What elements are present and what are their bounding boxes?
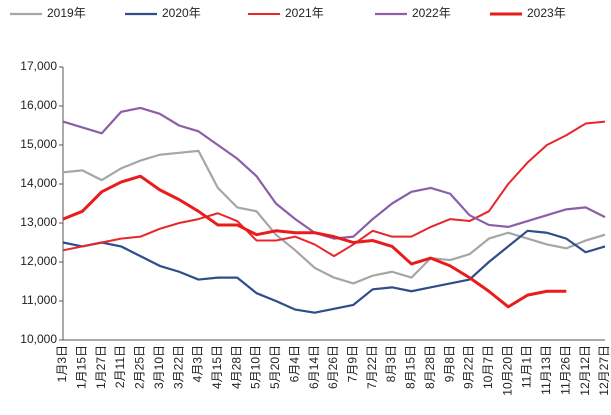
y-tick-label: 14,000 bbox=[20, 176, 57, 190]
y-tick-label: 12,000 bbox=[20, 254, 57, 268]
legend-label: 2022年 bbox=[412, 6, 451, 20]
x-tick-label: 7月22日 bbox=[365, 345, 379, 389]
x-tick-label: 3月10日 bbox=[152, 345, 166, 389]
legend-label: 2020年 bbox=[162, 6, 201, 20]
legend-label: 2021年 bbox=[285, 6, 324, 20]
series-line bbox=[62, 106, 606, 240]
series-line bbox=[62, 229, 606, 314]
legend-label: 2023年 bbox=[527, 6, 566, 20]
x-tick-label: 11月13日 bbox=[539, 345, 553, 395]
x-tick-label: 8月3日 bbox=[384, 345, 398, 382]
x-tick-label: 10月7日 bbox=[481, 345, 495, 389]
x-tick-label: 11月26日 bbox=[558, 345, 572, 395]
x-tick-label: 6月4日 bbox=[287, 345, 301, 382]
series-line bbox=[62, 149, 606, 285]
x-tick-label: 2月25日 bbox=[133, 345, 147, 389]
x-tick-label: 12月12日 bbox=[578, 345, 592, 396]
x-tick-label: 1月27日 bbox=[94, 345, 108, 389]
legend-label: 2019年 bbox=[47, 6, 86, 20]
x-tick-label: 12月27日 bbox=[597, 345, 611, 396]
x-tick-label: 4月15日 bbox=[210, 345, 224, 389]
series-line bbox=[62, 120, 606, 258]
y-tick-label: 16,000 bbox=[20, 98, 57, 112]
x-tick-label: 8月28日 bbox=[423, 345, 437, 389]
x-tick-label: 7月9日 bbox=[346, 345, 360, 382]
y-tick-label: 15,000 bbox=[20, 137, 57, 151]
x-tick-label: 8月15日 bbox=[404, 345, 418, 389]
y-tick-label: 17,000 bbox=[20, 59, 57, 73]
x-tick-label: 1月15日 bbox=[75, 345, 89, 389]
x-tick-label: 6月26日 bbox=[326, 345, 340, 389]
y-tick-label: 11,000 bbox=[21, 293, 57, 307]
x-tick-label: 4月3日 bbox=[191, 345, 205, 382]
series-line bbox=[62, 174, 567, 309]
x-tick-label: 6月14日 bbox=[307, 345, 321, 389]
x-tick-label: 4月28日 bbox=[229, 345, 243, 389]
x-tick-label: 10月20日 bbox=[500, 345, 514, 396]
x-tick-label: 9月22日 bbox=[462, 345, 476, 389]
x-tick-label: 5月20日 bbox=[268, 345, 282, 389]
x-tick-label: 5月10日 bbox=[249, 345, 263, 389]
x-tick-label: 2月11日 bbox=[113, 345, 127, 388]
x-tick-label: 3月22日 bbox=[171, 345, 185, 389]
x-tick-label: 1月3日 bbox=[55, 345, 69, 382]
y-tick-label: 13,000 bbox=[20, 215, 57, 229]
x-tick-label: 9月8日 bbox=[442, 345, 456, 382]
x-tick-label: 11月1日 bbox=[520, 345, 534, 388]
y-tick-label: 10,000 bbox=[20, 332, 57, 346]
